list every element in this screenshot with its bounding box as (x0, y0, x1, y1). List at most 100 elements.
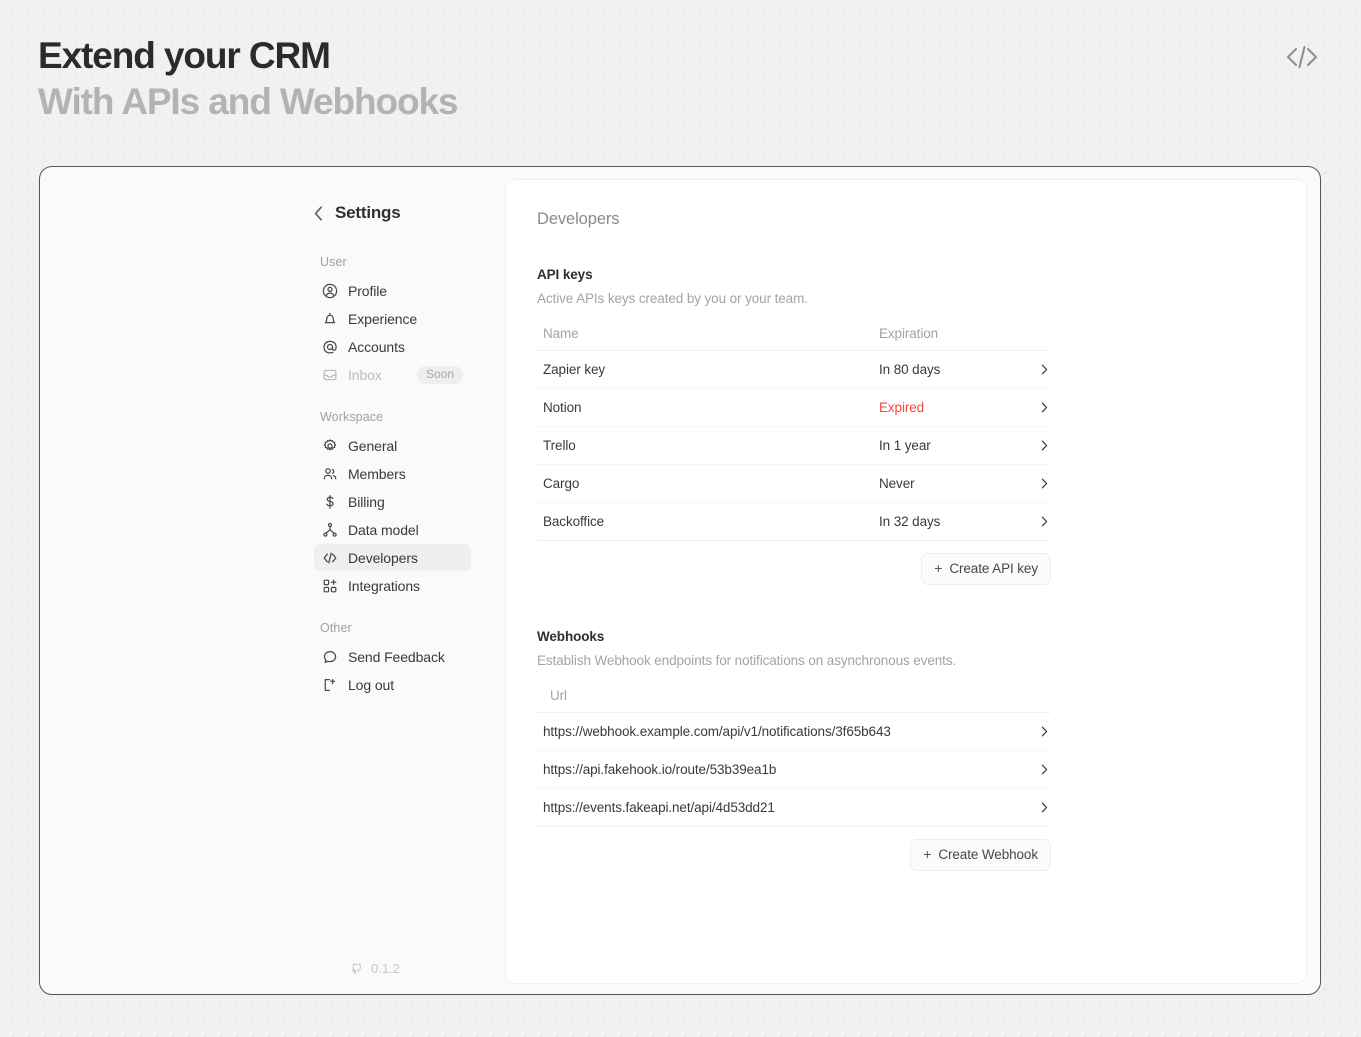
plus-icon: + (934, 560, 943, 576)
chevron-right-icon[interactable] (1023, 750, 1051, 789)
column-header-name: Name (537, 320, 873, 351)
user-circle-icon (322, 283, 338, 299)
developers-panel: Developers API keys Active APIs keys cre… (505, 179, 1307, 984)
api-keys-description: Active APIs keys created by you or your … (537, 291, 808, 306)
settings-sidebar: Settings User Profile (40, 167, 505, 994)
table-row[interactable]: Notion Expired (537, 388, 1051, 427)
logout-icon (322, 677, 338, 693)
webhooks-actions: + Create Webhook (537, 827, 1051, 871)
version-label: 0.1.2 (371, 961, 400, 976)
sidebar-item-integrations[interactable]: Integrations (314, 572, 471, 599)
webhook-url: https://events.fakeapi.net/api/4d53dd21 (537, 788, 1023, 827)
table-row[interactable]: Zapier key In 80 days (537, 350, 1051, 389)
sidebar-item-label: Integrations (348, 577, 420, 594)
version-indicator[interactable]: 0.1.2 (350, 961, 400, 976)
dollar-icon (322, 494, 338, 510)
table-row[interactable]: Cargo Never (537, 464, 1051, 503)
column-header-expiration: Expiration (873, 320, 1023, 351)
sidebar-group-workspace: Workspace General (314, 410, 474, 599)
sidebar-group-label: Other (320, 621, 352, 635)
page-header: Extend your CRM With APIs and Webhooks (38, 34, 459, 124)
webhooks-heading: Webhooks (537, 629, 605, 644)
sidebar-item-developers[interactable]: Developers (314, 544, 471, 571)
create-api-key-button[interactable]: + Create API key (921, 553, 1051, 585)
webhook-url: https://webhook.example.com/api/v1/notif… (537, 712, 1023, 751)
api-key-name: Backoffice (537, 502, 873, 541)
page-subtitle: With APIs and Webhooks (38, 81, 459, 122)
table-header-row: Name Expiration (537, 320, 1051, 351)
status-badge: Soon (416, 365, 463, 384)
api-keys-heading: API keys (537, 267, 593, 282)
sidebar-item-label: Log out (348, 676, 395, 693)
chevron-right-icon[interactable] (1023, 464, 1051, 503)
sidebar-item-label: Members (348, 465, 406, 482)
api-key-name: Trello (537, 426, 873, 465)
sidebar-item-data-model[interactable]: Data model (314, 516, 471, 543)
chevron-right-icon[interactable] (1023, 788, 1051, 827)
sidebar-item-label: General (348, 437, 398, 454)
api-key-expiration: In 80 days (873, 350, 1023, 389)
sidebar-item-experience[interactable]: Experience (314, 305, 471, 332)
sidebar-item-log-out[interactable]: Log out (314, 671, 471, 698)
chevron-right-icon[interactable] (1023, 712, 1051, 751)
chevron-right-icon[interactable] (1023, 426, 1051, 465)
gear-icon (322, 438, 338, 454)
sidebar-item-members[interactable]: Members (314, 460, 471, 487)
chevron-right-icon[interactable] (1023, 350, 1051, 389)
api-key-name: Cargo (537, 464, 873, 503)
page-title: Extend your CRM (38, 35, 331, 76)
sidebar-item-label: Send Feedback (348, 648, 445, 665)
table-row[interactable]: https://api.fakehook.io/route/53b39ea1b (537, 750, 1051, 789)
sidebar-item-label: Developers (348, 549, 418, 566)
sidebar-item-general[interactable]: General (314, 432, 471, 459)
api-key-name: Zapier key (537, 350, 873, 389)
users-icon (322, 466, 338, 482)
sidebar-item-label: Accounts (348, 338, 405, 355)
table-row[interactable]: Backoffice In 32 days (537, 502, 1051, 541)
api-keys-table: Name Expiration Zapier key In 80 days (537, 320, 1051, 541)
sidebar-group-user: User Profile (314, 255, 474, 388)
at-sign-icon (322, 339, 338, 355)
code-brackets-icon (1285, 44, 1319, 70)
sidebar-item-send-feedback[interactable]: Send Feedback (314, 643, 471, 670)
sidebar-item-label: Profile (348, 282, 387, 299)
sidebar-item-accounts[interactable]: Accounts (314, 333, 471, 360)
api-key-expiration: Expired (873, 388, 1023, 427)
create-api-key-label: Create API key (949, 561, 1038, 576)
sidebar-group-other: Other Send Feedback (314, 621, 474, 698)
sitemap-icon (322, 522, 338, 538)
chevron-right-icon[interactable] (1023, 388, 1051, 427)
api-keys-section: API keys Active APIs keys created by you… (537, 267, 1274, 585)
api-key-expiration: In 32 days (873, 502, 1023, 541)
webhooks-description: Establish Webhook endpoints for notifica… (537, 653, 957, 668)
api-key-expiration: In 1 year (873, 426, 1023, 465)
create-webhook-label: Create Webhook (938, 847, 1038, 862)
chevron-right-icon[interactable] (1023, 502, 1051, 541)
sidebar-group-label: Workspace (320, 410, 384, 424)
column-header-spacer (1023, 320, 1051, 351)
plus-icon: + (923, 846, 932, 862)
table-row[interactable]: Trello In 1 year (537, 426, 1051, 465)
code-brackets-icon (322, 550, 338, 566)
sidebar-item-label: Inbox (348, 366, 382, 383)
table-row[interactable]: https://webhook.example.com/api/v1/notif… (537, 712, 1051, 751)
bell-icon (322, 311, 338, 327)
table-row[interactable]: https://events.fakeapi.net/api/4d53dd21 (537, 788, 1051, 827)
panel-title: Developers (537, 210, 620, 228)
github-icon (350, 962, 364, 976)
sidebar-item-billing[interactable]: Billing (314, 488, 471, 515)
chevron-left-icon (314, 205, 323, 221)
sidebar-item-inbox: Inbox Soon (314, 361, 471, 388)
sidebar-item-label: Experience (348, 310, 418, 327)
webhooks-section: Webhooks Establish Webhook endpoints for… (537, 629, 1274, 871)
app-window: Settings User Profile (39, 166, 1321, 995)
grid-plus-icon (322, 578, 338, 594)
sidebar-item-label: Billing (348, 493, 385, 510)
api-key-expiration: Never (873, 464, 1023, 503)
settings-back-button[interactable]: Settings (314, 203, 464, 223)
api-key-name: Notion (537, 388, 873, 427)
inbox-icon (322, 367, 338, 383)
create-webhook-button[interactable]: + Create Webhook (910, 839, 1051, 871)
sidebar-item-profile[interactable]: Profile (314, 277, 471, 304)
table-header-row: Url (537, 682, 1051, 713)
